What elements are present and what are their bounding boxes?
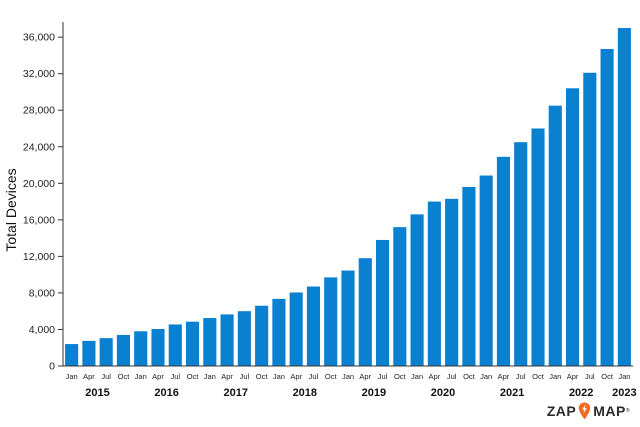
bar	[134, 331, 148, 366]
x-tick-label: Apr	[290, 372, 302, 381]
bar	[514, 142, 528, 366]
x-tick-label: Oct	[463, 372, 476, 381]
y-tick-label: 4,000	[29, 324, 55, 336]
x-tick-label: Jan	[135, 372, 147, 381]
y-tick-label: 0	[49, 361, 55, 373]
y-tick-label: 20,000	[23, 178, 55, 190]
bar	[600, 49, 614, 367]
year-label: 2018	[293, 387, 317, 399]
bar	[185, 321, 200, 366]
year-label: 2020	[431, 387, 455, 399]
year-label: 2017	[223, 387, 247, 399]
bar	[427, 201, 441, 366]
x-tick-label: Jul	[240, 372, 250, 381]
y-tick-label: 28,000	[23, 105, 55, 117]
bar	[617, 28, 631, 366]
x-tick-label: Jul	[378, 372, 388, 381]
year-label: 2019	[362, 387, 386, 399]
bar	[203, 318, 217, 366]
x-tick-label: Jan	[66, 372, 78, 381]
x-tick-label: Apr	[359, 372, 371, 381]
bars	[65, 28, 631, 367]
x-tick-label: Oct	[394, 372, 407, 381]
y-tick-label: 12,000	[23, 251, 55, 263]
x-tick-label: Jan	[204, 372, 216, 381]
x-tick-label: Oct	[256, 372, 269, 381]
bar	[479, 175, 493, 366]
bar	[341, 270, 355, 366]
x-tick-label: Jan	[411, 372, 423, 381]
bar	[445, 198, 459, 366]
bar	[393, 227, 407, 366]
y-tick-label: 36,000	[23, 32, 55, 44]
y-axis-title: Total Devices	[3, 168, 19, 251]
logo-text-right: MAP	[593, 403, 626, 419]
x-tick-label: Oct	[118, 372, 131, 381]
year-label: 2022	[569, 387, 593, 399]
x-tick-label: Jul	[447, 372, 457, 381]
bar	[565, 88, 580, 366]
bar	[168, 324, 182, 366]
bar	[99, 338, 113, 366]
bar	[272, 298, 286, 366]
bar	[255, 305, 269, 366]
year-label: 2021	[500, 387, 524, 399]
x-tick-label: Apr	[152, 372, 164, 381]
bar	[548, 105, 562, 366]
bar	[306, 286, 321, 366]
x-tick-label: Apr	[83, 372, 95, 381]
bar	[410, 214, 424, 366]
bar	[324, 277, 338, 366]
bar	[151, 329, 165, 366]
y-tick-label: 24,000	[23, 141, 55, 153]
bar	[220, 314, 234, 366]
x-tick-label: Oct	[601, 372, 614, 381]
x-tick-label: Oct	[325, 372, 338, 381]
year-label: 2015	[85, 387, 109, 399]
x-axis: Jan Apr Jul Oct Jan Apr Jul Oct Jan Apr Jul Oct Jan A…	[63, 365, 637, 399]
x-tick-label: Apr	[429, 372, 441, 381]
x-tick-label: Apr	[567, 372, 579, 381]
x-tick-label: Jan	[342, 372, 354, 381]
x-tick-label: Jan	[480, 372, 492, 381]
y-axis: 0 4,000 8,000 12,000 16,000 20,000 24,000 28,00…	[23, 22, 64, 373]
bar	[375, 239, 390, 366]
bar	[116, 334, 131, 366]
bar	[531, 128, 545, 366]
x-tick-label: Jul	[309, 372, 319, 381]
bar	[496, 156, 511, 366]
x-tick-label: Apr	[498, 372, 510, 381]
y-tick-label: 8,000	[29, 287, 55, 299]
x-tick-label: Jul	[170, 372, 180, 381]
x-tick-label: Apr	[221, 372, 233, 381]
bar	[583, 72, 597, 367]
year-label: 2023	[612, 387, 636, 399]
x-tick-label: Oct	[532, 372, 545, 381]
bar	[237, 311, 251, 366]
x-tick-label: Jul	[585, 372, 595, 381]
bar	[358, 258, 372, 366]
x-tick-label: Jul	[101, 372, 111, 381]
bar	[462, 186, 476, 366]
y-tick-label: 16,000	[23, 214, 55, 226]
logo-text-left: ZAP	[546, 403, 577, 419]
bar	[289, 292, 303, 366]
bar	[65, 344, 79, 366]
x-tick-label: Jan	[618, 372, 630, 381]
y-tick-label: 32,000	[23, 68, 55, 80]
x-tick-label: Jan	[273, 372, 285, 381]
x-tick-label: Jan	[549, 372, 561, 381]
lightning-bolt-icon	[578, 402, 591, 420]
year-label: 2016	[154, 387, 178, 399]
x-tick-label: Oct	[187, 372, 200, 381]
bar	[82, 340, 96, 366]
zapmap-logo: ZAP MAP ®	[547, 401, 630, 421]
logo-registered-mark: ®	[625, 408, 630, 414]
x-tick-label: Jul	[516, 372, 526, 381]
